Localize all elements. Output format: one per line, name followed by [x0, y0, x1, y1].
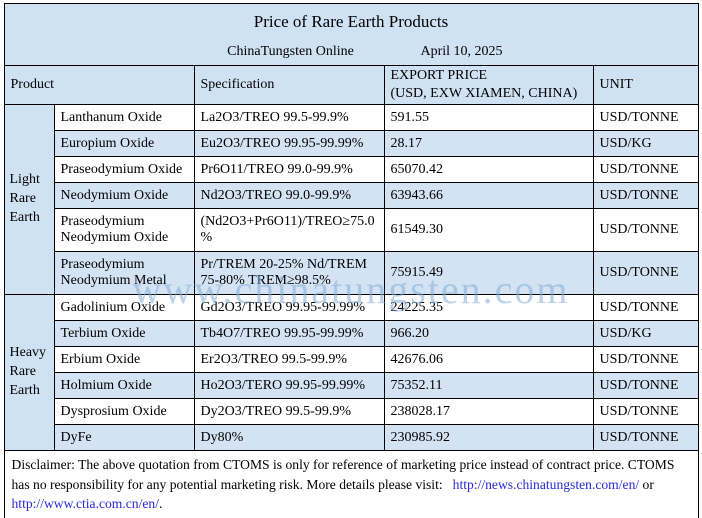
price-cell: 42676.06: [383, 346, 594, 373]
table-row: Praseodymium Oxide Pr6O11/TREO 99.0-99.9…: [4, 156, 699, 183]
unit-cell: USD/TONNE: [592, 372, 699, 399]
product-cell: Holmium Oxide: [53, 372, 195, 399]
group-label-light-rare-earth: Light Rare Earth: [3, 104, 55, 295]
news-link[interactable]: http://news.chinatungsten.com/en/: [452, 476, 640, 492]
subheader-cell: ChinaTungsten Online April 10, 2025: [3, 39, 699, 66]
product-cell: DyFe: [53, 424, 195, 451]
product-cell: Praseodymium Neodymium Oxide: [53, 208, 195, 252]
unit-cell: USD/TONNE: [592, 251, 699, 295]
disclaimer-period: .: [158, 496, 163, 512]
col-header-product: Product: [3, 65, 195, 105]
price-header-line2: (USD, EXW XIAMEN, CHINA): [390, 86, 578, 101]
date-label: April 10, 2025: [420, 43, 503, 59]
product-cell: Praseodymium Neodymium Metal: [53, 251, 195, 295]
unit-cell: USD/TONNE: [592, 424, 699, 451]
unit-cell: USD/TONNE: [592, 398, 699, 425]
product-cell: Praseodymium Oxide: [53, 156, 195, 183]
table-row: Erbium Oxide Er2O3/TREO 99.5-99.9% 42676…: [4, 346, 699, 373]
price-cell: 230985.92: [383, 424, 594, 451]
unit-cell: USD/TONNE: [592, 182, 699, 209]
col-header-export-price: EXPORT PRICE (USD, EXW XIAMEN, CHINA): [383, 65, 594, 105]
table-row: Praseodymium Neodymium Metal Pr/TREM 20-…: [4, 251, 699, 295]
disclaimer-or: or: [639, 476, 654, 492]
spec-cell: Ho2O3/TERO 99.95-99.99%: [193, 372, 385, 399]
disclaimer-row: Disclaimer: The above quotation from CTO…: [3, 449, 699, 518]
subheader-row: ChinaTungsten Online April 10, 2025: [3, 39, 699, 66]
disclaimer-text: Disclaimer: The above quotation from CTO…: [3, 449, 699, 518]
col-header-unit: UNIT: [592, 65, 699, 105]
unit-cell: USD/TONNE: [592, 156, 699, 183]
unit-cell: USD/KG: [592, 320, 699, 347]
unit-cell: USD/TONNE: [592, 294, 699, 321]
table-row: Terbium Oxide Tb4O7/TREO 99.95-99.99% 96…: [4, 320, 699, 347]
rare-earth-price-table: Price of Rare Earth Products ChinaTungst…: [3, 3, 699, 518]
product-cell: Dysprosium Oxide: [53, 398, 195, 425]
table-row: Praseodymium Neodymium Oxide (Nd2O3+Pr6O…: [4, 208, 699, 252]
table-row: Dysprosium Oxide Dy2O3/TREO 99.5-99.9% 2…: [4, 398, 699, 425]
table-row: Neodymium Oxide Nd2O3/TREO 99.0-99.9% 63…: [4, 182, 699, 209]
spec-cell: Gd2O3/TREO 99.95-99.99%: [193, 294, 385, 321]
col-header-specification: Specification: [193, 65, 385, 105]
product-cell: Lanthanum Oxide: [53, 104, 195, 131]
spec-cell: Pr/TREM 20-25% Nd/TREM 75-80% TREM≥98.5%: [193, 251, 385, 295]
product-cell: Gadolinium Oxide: [53, 294, 195, 321]
title-row: Price of Rare Earth Products: [3, 3, 699, 40]
price-cell: 61549.30: [383, 208, 594, 252]
table-row: Light Rare Earth Lanthanum Oxide La2O3/T…: [3, 104, 699, 295]
product-cell: Erbium Oxide: [53, 346, 195, 373]
price-cell: 238028.17: [383, 398, 594, 425]
unit-cell: USD/TONNE: [592, 346, 699, 373]
spec-cell: Nd2O3/TREO 99.0-99.9%: [193, 182, 385, 209]
price-cell: 28.17: [383, 130, 594, 157]
price-cell: 63943.66: [383, 182, 594, 209]
table-row: Europium Oxide Eu2O3/TREO 99.95-99.99% 2…: [4, 130, 699, 157]
spec-cell: Dy2O3/TREO 99.5-99.9%: [193, 398, 385, 425]
price-cell: 65070.42: [383, 156, 594, 183]
spec-cell: Eu2O3/TREO 99.95-99.99%: [193, 130, 385, 157]
disclaimer-body: Disclaimer: The above quotation from CTO…: [11, 457, 675, 492]
price-header-line1: EXPORT PRICE: [390, 68, 488, 83]
spec-cell: Pr6O11/TREO 99.0-99.9%: [193, 156, 385, 183]
unit-cell: USD/KG: [592, 130, 699, 157]
source-label: ChinaTungsten Online: [227, 43, 354, 59]
page-title: Price of Rare Earth Products: [3, 3, 699, 40]
spec-cell: Dy80%: [193, 424, 385, 451]
price-cell: 966.20: [383, 320, 594, 347]
price-cell: 24225.35: [383, 294, 594, 321]
ctia-link[interactable]: http://www.ctia.com.cn/en/: [11, 496, 159, 512]
product-cell: Neodymium Oxide: [53, 182, 195, 209]
group-label-heavy-rare-earth: Heavy Rare Earth: [3, 294, 55, 451]
spec-cell: La2O3/TREO 99.5-99.9%: [193, 104, 385, 131]
price-cell: 75352.11: [383, 372, 594, 399]
table-row: Heavy Rare Earth Gadolinium Oxide Gd2O3/…: [3, 294, 699, 451]
product-cell: Europium Oxide: [53, 130, 195, 157]
price-cell: 591.55: [383, 104, 594, 131]
unit-cell: USD/TONNE: [592, 104, 699, 131]
spec-cell: Er2O3/TREO 99.5-99.9%: [193, 346, 385, 373]
table-row: Holmium Oxide Ho2O3/TERO 99.95-99.99% 75…: [4, 372, 699, 399]
unit-cell: USD/TONNE: [592, 208, 699, 252]
price-cell: 75915.49: [383, 251, 594, 295]
column-header-row: Product Specification EXPORT PRICE (USD,…: [3, 65, 699, 105]
table-row: DyFe Dy80% 230985.92 USD/TONNE: [4, 424, 699, 451]
spec-cell: Tb4O7/TREO 99.95-99.99%: [193, 320, 385, 347]
product-cell: Terbium Oxide: [53, 320, 195, 347]
spec-cell: (Nd2O3+Pr6O11)/TREO≥75.0 %: [193, 208, 385, 252]
